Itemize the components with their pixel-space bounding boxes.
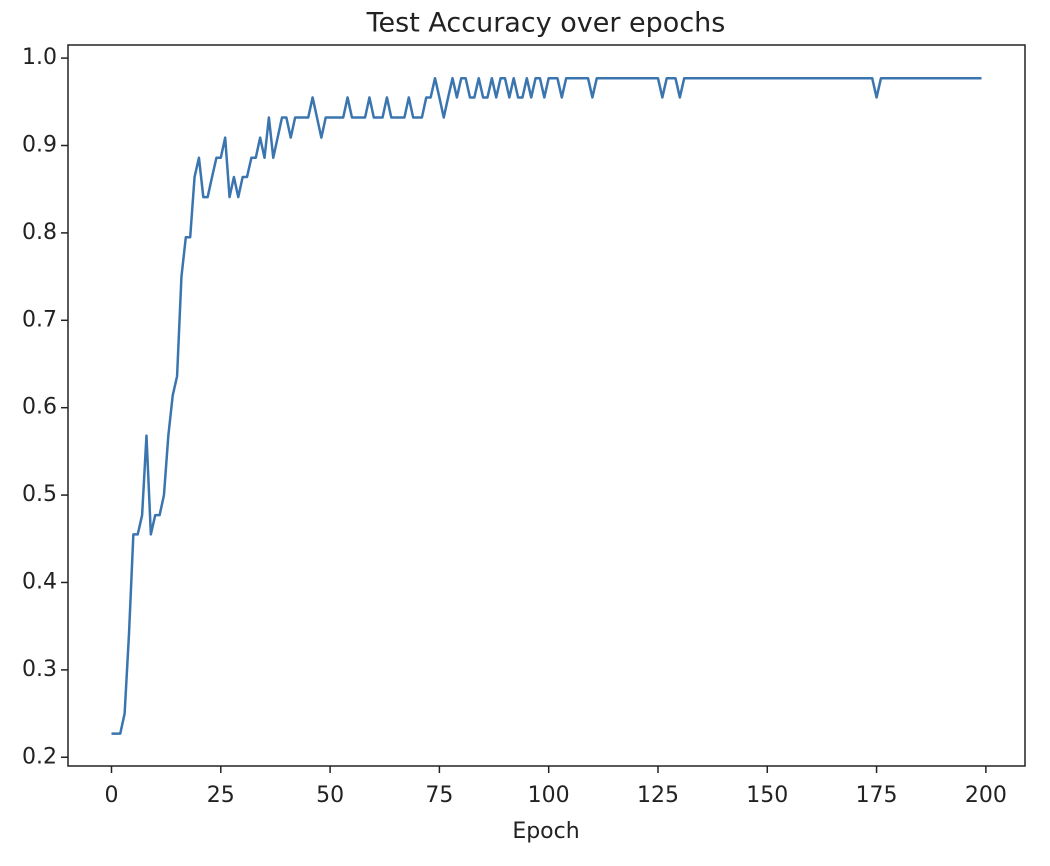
y-tick-label: 0.3: [22, 657, 57, 682]
x-tick-label: 150: [746, 783, 788, 808]
chart-title: Test Accuracy over epochs: [366, 8, 726, 39]
y-tick-label: 0.8: [22, 220, 57, 245]
x-tick-label: 175: [856, 783, 898, 808]
x-tick-label: 50: [316, 783, 344, 808]
y-tick-label: 0.7: [22, 307, 57, 332]
y-tick-label: 0.9: [22, 133, 57, 158]
x-axis-label: Epoch: [512, 819, 579, 844]
plot-frame: [67, 44, 1026, 767]
series-line: [111, 76, 982, 735]
x-tick-label: 200: [965, 783, 1007, 808]
x-tick-label: 25: [207, 783, 235, 808]
y-tick-label: 0.2: [22, 744, 57, 769]
y-tick-label: 1.0: [22, 45, 57, 70]
x-tick-label: 75: [425, 783, 453, 808]
y-tick-label: 0.6: [22, 395, 57, 420]
y-tick-label: 0.5: [22, 482, 57, 507]
x-tick-label: 0: [105, 783, 119, 808]
x-tick-label: 100: [528, 783, 570, 808]
x-tick-label: 125: [637, 783, 679, 808]
y-tick-label: 0.4: [22, 569, 57, 594]
